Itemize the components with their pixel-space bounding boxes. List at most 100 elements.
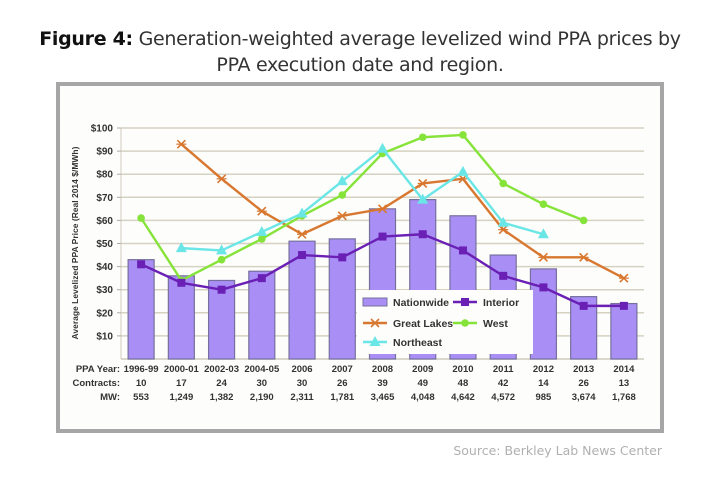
marker-triangle bbox=[369, 336, 381, 346]
mw-cell: 553 bbox=[133, 392, 149, 403]
contracts-cell: 26 bbox=[578, 378, 589, 389]
mw-cell: 4,572 bbox=[491, 392, 515, 403]
marker-square bbox=[458, 246, 467, 255]
y-tick-label: $20 bbox=[96, 308, 113, 319]
contracts-cell: 24 bbox=[216, 378, 227, 389]
year-cell: 2002-03 bbox=[204, 364, 239, 375]
legend-label: Great Lakes bbox=[393, 318, 453, 330]
source-credit: Source: Berkley Lab News Center bbox=[453, 443, 662, 458]
year-cell: 2007 bbox=[332, 364, 353, 375]
marker-circle bbox=[499, 179, 507, 188]
contracts-cell: 14 bbox=[538, 378, 549, 389]
line-series bbox=[137, 131, 629, 310]
bar-2014 bbox=[610, 302, 638, 360]
marker-circle bbox=[539, 200, 548, 209]
series-northeast bbox=[175, 142, 549, 255]
marker-x bbox=[256, 206, 267, 216]
y-tick-label: $30 bbox=[96, 285, 113, 296]
figure-title-line2: PPA execution date and region. bbox=[216, 54, 504, 76]
mw-cell: 2,311 bbox=[290, 392, 314, 403]
marker-triangle bbox=[296, 207, 308, 218]
legend-item-northeast: Northeast bbox=[363, 336, 443, 349]
bar-1996-99 bbox=[127, 259, 155, 360]
marker-square bbox=[619, 301, 628, 310]
legend-label: West bbox=[483, 318, 508, 330]
year-cell: 2009 bbox=[412, 364, 433, 375]
line-northeast bbox=[181, 147, 544, 252]
legend-label: Interior bbox=[483, 297, 519, 309]
legend-label: Northeast bbox=[393, 337, 443, 349]
y-axis-label: Average Levelized PPA Price (Real 2014 $… bbox=[70, 146, 80, 339]
marker-square bbox=[338, 253, 347, 262]
marker-x bbox=[176, 139, 187, 149]
legend-item-interior: Interior bbox=[453, 297, 519, 309]
contracts-cell: 13 bbox=[619, 378, 630, 389]
mw-cell: 4,642 bbox=[451, 392, 475, 403]
marker-square bbox=[177, 278, 186, 287]
legend-swatch bbox=[362, 297, 388, 307]
marker-triangle bbox=[457, 165, 469, 176]
contracts-cell: 10 bbox=[136, 378, 147, 389]
x-axis-table: PPA Year: 1996-99 2000-01 2002-03 2004-05 200… bbox=[72, 364, 635, 403]
y-tick-label: $80 bbox=[96, 170, 113, 181]
series-great-lakes bbox=[176, 139, 629, 283]
y-tick-label: $90 bbox=[96, 147, 113, 158]
contracts-cell: 30 bbox=[257, 378, 268, 389]
mw-cell: 4,048 bbox=[411, 392, 435, 403]
series-west bbox=[137, 131, 588, 285]
legend-item-west: West bbox=[453, 318, 508, 330]
marker-x bbox=[578, 252, 589, 262]
year-cell: 2012 bbox=[533, 364, 554, 375]
marker-circle bbox=[137, 214, 145, 222]
mw-cell: 1,382 bbox=[210, 392, 234, 403]
row-label-mw: MW: bbox=[100, 392, 120, 403]
marker-circle bbox=[579, 216, 588, 225]
legend-item-nationwide: Nationwide bbox=[362, 297, 449, 309]
marker-x bbox=[370, 318, 380, 328]
series-interior bbox=[137, 230, 628, 310]
marker-triangle bbox=[175, 242, 187, 253]
mw-cell: 3,674 bbox=[572, 392, 596, 403]
year-cell: 1996-99 bbox=[124, 364, 159, 375]
contracts-cell: 26 bbox=[337, 378, 348, 389]
contracts-cell: 49 bbox=[417, 378, 428, 389]
y-tick-label: $40 bbox=[96, 262, 113, 273]
contracts-cell: 42 bbox=[498, 378, 509, 389]
marker-square bbox=[137, 260, 146, 269]
legend: Nationwide Interior Great Lakes West Northea… bbox=[357, 290, 533, 354]
marker-circle bbox=[217, 255, 226, 264]
year-cell: 2013 bbox=[573, 364, 594, 375]
year-cell: 2004-05 bbox=[244, 364, 280, 375]
marker-triangle bbox=[216, 244, 228, 255]
contracts-cell: 39 bbox=[377, 378, 388, 389]
row-label-year: PPA Year: bbox=[76, 364, 120, 375]
line-west bbox=[140, 133, 585, 282]
marker-square bbox=[461, 298, 469, 306]
marker-square bbox=[217, 285, 226, 294]
contracts-cell: 48 bbox=[458, 378, 469, 389]
marker-triangle bbox=[497, 216, 509, 227]
mw-cell: 3,465 bbox=[371, 392, 395, 403]
year-cell: 2011 bbox=[493, 364, 514, 375]
marker-x bbox=[377, 204, 388, 214]
legend-item-great-lakes: Great Lakes bbox=[363, 318, 453, 330]
line-great-lakes bbox=[180, 143, 625, 280]
y-tick-label: $60 bbox=[96, 216, 113, 227]
row-label-contracts: Contracts: bbox=[72, 378, 120, 389]
mw-cell: 1,249 bbox=[169, 392, 193, 403]
marker-square bbox=[499, 271, 508, 280]
y-tick-label: $50 bbox=[96, 239, 113, 250]
y-tick-label: $70 bbox=[96, 193, 113, 204]
marker-x bbox=[417, 178, 428, 189]
bar-2006 bbox=[288, 240, 316, 360]
legend-label: Nationwide bbox=[393, 297, 449, 309]
marker-square bbox=[539, 283, 548, 292]
mw-cell: 985 bbox=[535, 392, 552, 403]
contracts-cell: 17 bbox=[176, 378, 187, 389]
y-tick-label: $10 bbox=[96, 331, 113, 342]
marker-triangle bbox=[377, 142, 388, 153]
bar-2000-01 bbox=[167, 275, 195, 360]
figure-title-line1: Generation-weighted average levelized wi… bbox=[132, 28, 681, 50]
marker-circle bbox=[258, 235, 266, 243]
contracts-cell: 30 bbox=[297, 378, 308, 389]
